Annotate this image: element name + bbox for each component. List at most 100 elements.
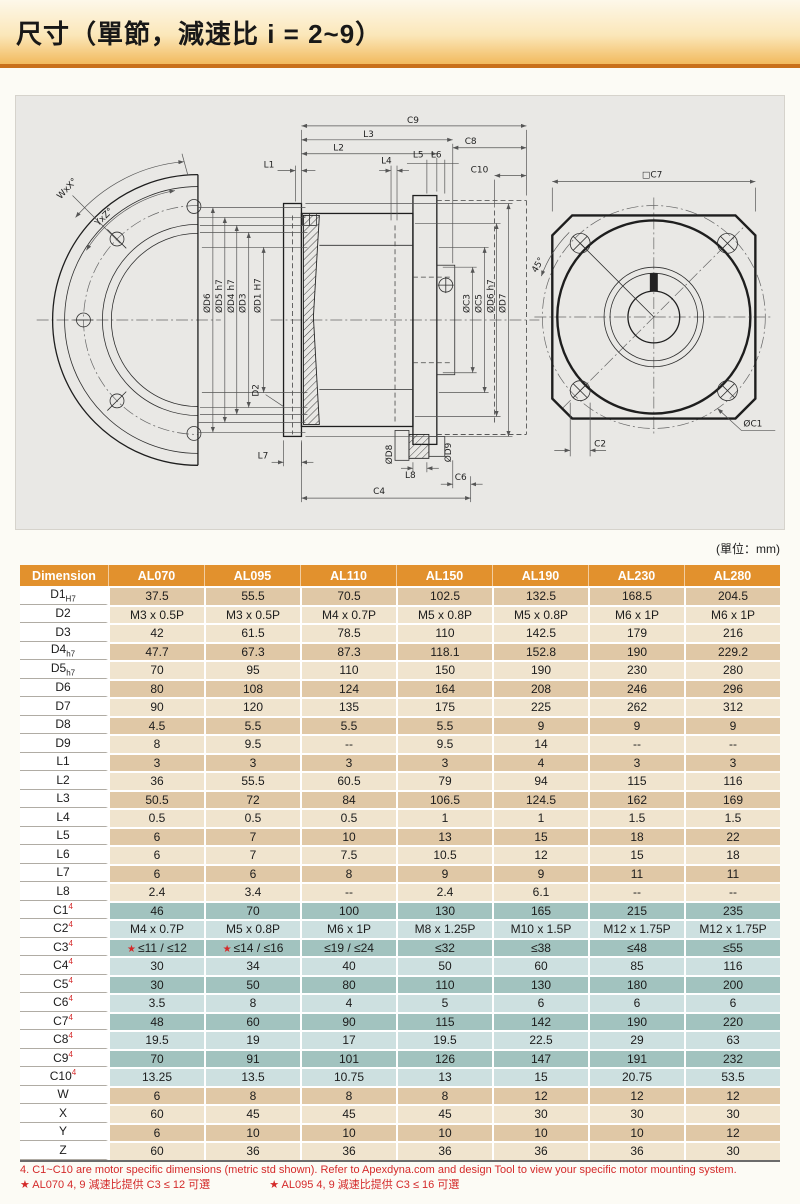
dimension-cell: 1 (396, 808, 492, 827)
dim-d7: ØD7 (498, 293, 509, 313)
dimension-cell: 12 (684, 1085, 780, 1104)
dim-d1: ØD1 H7 (253, 278, 264, 313)
dimension-cell: 200 (684, 974, 780, 993)
dimension-cell: 168.5 (588, 586, 684, 605)
table-row: L6 6 7 7.5 10.5 12 15 18 (20, 845, 780, 864)
dimension-cell: 0.5 (300, 808, 396, 827)
table-row: L5 6 7 10 13 15 18 22 (20, 826, 780, 845)
dimension-cell: 191 (588, 1048, 684, 1067)
dimension-cell: 13 (396, 826, 492, 845)
dimension-cell: 53.5 (684, 1067, 780, 1086)
dimension-cell: 108 (204, 678, 300, 697)
dimension-cell: -- (588, 734, 684, 753)
dimension-cell: M3 x 0.5P (204, 604, 300, 623)
dimension-cell: M5 x 0.8P (204, 919, 300, 938)
dimension-cell: 9 (492, 863, 588, 882)
dimension-cell: 9 (396, 863, 492, 882)
column-header: AL110 (300, 565, 396, 586)
table-row: D7 90 120 135 175 225 262 312 (20, 697, 780, 716)
dimension-cell: 101 (300, 1048, 396, 1067)
row-label: C44 (20, 956, 108, 975)
row-label: X (20, 1104, 108, 1123)
table-row: C14 46 70 100 130 165 215 235 (20, 900, 780, 919)
dimension-cell: 135 (300, 697, 396, 716)
dimension-cell: 12 (684, 1122, 780, 1141)
dimension-cell: 45 (300, 1104, 396, 1123)
dimension-cell: 8 (204, 1085, 300, 1104)
table-row: C84 19.5 19 17 19.5 22.5 29 63 (20, 1030, 780, 1049)
row-label: Z (20, 1141, 108, 1160)
dimension-cell: 116 (684, 956, 780, 975)
table-row: C34 ★ ≤11 / ≤12 ★ ≤14 / ≤16 ≤19 / ≤24 ≤32 ≤38 ≤4… (20, 937, 780, 956)
table-row: D9 8 9.5 -- 9.5 14 -- -- (20, 734, 780, 753)
dimension-cell: 18 (588, 826, 684, 845)
dimension-cell: 36 (300, 1141, 396, 1160)
dimension-cell: 60 (108, 1104, 204, 1123)
dim-c5: ØC5 (474, 294, 485, 313)
dimension-cell: 55.5 (204, 586, 300, 605)
table-row: C24 M4 x 0.7P M5 x 0.8P M6 x 1P M8 x 1.25P M1… (20, 919, 780, 938)
dimension-cell: 9.5 (396, 734, 492, 753)
table-row: D1H7 37.5 55.5 70.5 102.5 132.5 168.5 204.5 (20, 586, 780, 605)
dimension-cell: 165 (492, 900, 588, 919)
dimension-cell: 120 (204, 697, 300, 716)
column-header: AL230 (588, 565, 684, 586)
dimension-cell: 4.5 (108, 715, 204, 734)
dimension-cell: 15 (588, 845, 684, 864)
dimension-cell: 5.5 (204, 715, 300, 734)
dimension-cell: 1.5 (588, 808, 684, 827)
dim-d6: ØD6 (202, 293, 213, 313)
dimension-cell: 55.5 (204, 771, 300, 790)
dimension-table: Dimension AL070 AL095 AL110 AL150 AL190 AL230 A… (20, 565, 780, 1162)
dimension-cell: 116 (684, 771, 780, 790)
dimension-cell: M6 x 1P (588, 604, 684, 623)
table-row: C74 48 60 90 115 142 190 220 (20, 1011, 780, 1030)
dim-c7: □C7 (642, 171, 662, 181)
dimension-cell: 5.5 (300, 715, 396, 734)
dimension-cell: 6 (684, 993, 780, 1012)
table-row: L3 50.5 72 84 106.5 124.5 162 169 (20, 789, 780, 808)
row-label: D8 (20, 715, 108, 734)
dimension-cell: 124 (300, 678, 396, 697)
dimension-cell: M12 x 1.75P (684, 919, 780, 938)
dimension-cell: M6 x 1P (300, 919, 396, 938)
dimension-cell: 6 (492, 993, 588, 1012)
dimension-cell: 30 (108, 956, 204, 975)
dimension-cell: 8 (396, 1085, 492, 1104)
dimension-cell: M3 x 0.5P (108, 604, 204, 623)
dimension-cell: 312 (684, 697, 780, 716)
dimension-cell: 190 (588, 641, 684, 660)
dimension-cell: 79 (396, 771, 492, 790)
dimension-cell: 30 (684, 1104, 780, 1123)
dimension-cell: 11 (588, 863, 684, 882)
dimension-cell: -- (300, 734, 396, 753)
front-flange-view: □C7 45° ØC1 C2 (530, 171, 776, 457)
table-row: C54 30 50 80 110 130 180 200 (20, 974, 780, 993)
dimension-cell: 220 (684, 1011, 780, 1030)
dimension-cell: M6 x 1P (684, 604, 780, 623)
dim-l7: L7 (258, 451, 269, 461)
dimension-cell: 94 (492, 771, 588, 790)
dim-c2: C2 (594, 439, 606, 449)
dimension-cell: 12 (588, 1085, 684, 1104)
row-label: W (20, 1085, 108, 1104)
dimension-cell: 235 (684, 900, 780, 919)
dimension-cell: 1.5 (684, 808, 780, 827)
dimension-cell: 10.5 (396, 845, 492, 864)
dimension-cell: 147 (492, 1048, 588, 1067)
dimension-cell: 30 (588, 1104, 684, 1123)
row-label: L7 (20, 863, 108, 882)
dimension-cell: 78.5 (300, 623, 396, 642)
section-view: C9 L3 L2 L1 L4 L5 L6 C8 C10 ØD6 ØD5 h7 Ø… (197, 116, 540, 503)
row-label: C104 (20, 1067, 108, 1086)
dimension-cell: 5.5 (396, 715, 492, 734)
dim-l6: L6 (431, 151, 442, 161)
dimension-cell: 50 (204, 974, 300, 993)
dimension-cell: M5 x 0.8P (492, 604, 588, 623)
dimension-cell: 90 (108, 697, 204, 716)
dimension-cell: 19.5 (396, 1030, 492, 1049)
dimension-cell: 232 (684, 1048, 780, 1067)
row-label: D7 (20, 697, 108, 716)
dimension-cell: 124.5 (492, 789, 588, 808)
dimension-cell: 36 (204, 1141, 300, 1160)
